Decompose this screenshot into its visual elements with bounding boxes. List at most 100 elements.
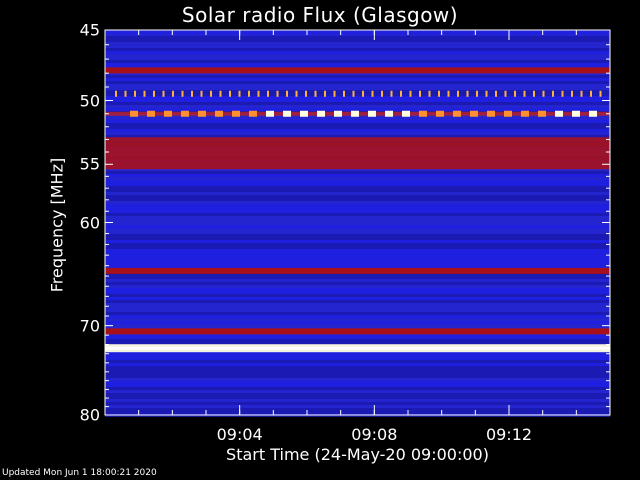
noise-stripe bbox=[105, 291, 610, 294]
y-tick-label: 60 bbox=[79, 213, 100, 232]
noise-stripe bbox=[105, 321, 610, 324]
band-line bbox=[105, 67, 610, 74]
noise-stripe bbox=[105, 318, 610, 321]
noise-stripe bbox=[105, 234, 610, 237]
burst-dot bbox=[599, 90, 602, 97]
burst-dash bbox=[351, 110, 359, 117]
burst-dot bbox=[542, 90, 545, 97]
burst-dot bbox=[419, 90, 421, 97]
burst-dot bbox=[267, 90, 269, 97]
noise-stripe bbox=[105, 300, 610, 303]
burst-dot bbox=[153, 90, 155, 97]
y-tick-label: 70 bbox=[79, 316, 100, 336]
burst-dot bbox=[400, 90, 402, 97]
burst-dot bbox=[257, 90, 260, 97]
burst-dot bbox=[381, 90, 383, 97]
noise-stripe bbox=[105, 255, 610, 258]
noise-stripe bbox=[105, 375, 610, 378]
noise-stripe bbox=[105, 408, 610, 411]
burst-dash bbox=[436, 110, 444, 117]
noise-stripe bbox=[105, 210, 610, 213]
band-line bbox=[105, 328, 610, 335]
noise-stripe bbox=[105, 33, 610, 36]
noise-stripe bbox=[105, 336, 610, 339]
noise-stripe bbox=[105, 363, 610, 366]
noise-stripe bbox=[105, 366, 610, 369]
burst-dash bbox=[249, 110, 257, 117]
band-line bbox=[105, 31, 610, 35]
burst-dot bbox=[390, 90, 393, 97]
burst-dot bbox=[305, 90, 307, 97]
burst-dash bbox=[521, 110, 529, 117]
noise-stripe bbox=[105, 252, 610, 255]
burst-dot bbox=[447, 90, 450, 97]
noise-stripe bbox=[105, 78, 610, 81]
burst-dot bbox=[561, 90, 564, 97]
noise-stripe bbox=[105, 201, 610, 204]
burst-dash bbox=[266, 110, 274, 117]
burst-dot bbox=[343, 90, 345, 97]
burst-dash bbox=[215, 110, 223, 117]
noise-stripe bbox=[105, 135, 610, 138]
noise-stripe bbox=[105, 306, 610, 309]
noise-stripe bbox=[105, 48, 610, 51]
noise-stripe bbox=[105, 60, 610, 63]
burst-dot bbox=[276, 90, 279, 97]
noise-stripe bbox=[105, 294, 610, 297]
burst-dash bbox=[419, 110, 427, 117]
burst-dot bbox=[362, 90, 364, 97]
burst-dot bbox=[210, 90, 212, 97]
noise-stripe bbox=[105, 372, 610, 375]
noise-stripe bbox=[105, 81, 610, 84]
noise-stripe bbox=[105, 51, 610, 54]
burst-dot bbox=[219, 90, 222, 97]
burst-dot bbox=[333, 90, 336, 97]
burst-dot bbox=[238, 90, 241, 97]
burst-dot bbox=[115, 90, 117, 97]
noise-stripe bbox=[105, 195, 610, 198]
x-tick-label: 09:04 bbox=[216, 425, 263, 444]
noise-stripe bbox=[105, 378, 610, 381]
noise-stripe bbox=[105, 108, 610, 111]
noise-stripe bbox=[105, 396, 610, 399]
noise-stripe bbox=[105, 405, 610, 408]
y-tick-label: 55 bbox=[79, 154, 100, 174]
burst-dash bbox=[198, 110, 206, 117]
burst-dot bbox=[523, 90, 526, 97]
noise-stripe bbox=[105, 312, 610, 315]
noise-stripe bbox=[105, 63, 610, 66]
noise-stripe bbox=[105, 174, 610, 177]
noise-stripe bbox=[105, 132, 610, 135]
band-line bbox=[105, 380, 610, 384]
noise-stripe bbox=[105, 192, 610, 195]
noise-stripe bbox=[105, 264, 610, 267]
burst-dash bbox=[538, 110, 546, 117]
noise-stripe bbox=[105, 369, 610, 372]
noise-stripe bbox=[105, 180, 610, 183]
noise-stripe bbox=[105, 54, 610, 57]
noise-stripe bbox=[105, 207, 610, 210]
burst-dot bbox=[504, 90, 507, 97]
burst-dot bbox=[533, 90, 535, 97]
burst-dash bbox=[453, 110, 461, 117]
burst-dot bbox=[162, 90, 165, 97]
burst-dash bbox=[572, 110, 580, 117]
x-tick-label: 09:12 bbox=[485, 425, 533, 444]
noise-stripe bbox=[105, 120, 610, 123]
burst-dot bbox=[352, 90, 355, 97]
noise-stripe bbox=[105, 72, 610, 75]
burst-dash bbox=[470, 110, 478, 117]
noise-stripe bbox=[105, 360, 610, 363]
noise-stripe bbox=[105, 171, 610, 174]
burst-dash bbox=[283, 110, 291, 117]
noise-stripe bbox=[105, 123, 610, 126]
burst-dash bbox=[385, 110, 393, 117]
noise-stripe bbox=[105, 168, 610, 171]
chart-title: Solar radio Flux (Glasgow) bbox=[181, 3, 459, 27]
burst-dot bbox=[495, 90, 497, 97]
noise-stripe bbox=[105, 84, 610, 87]
burst-dot bbox=[409, 90, 412, 97]
burst-dash bbox=[300, 110, 308, 117]
noise-stripe bbox=[105, 303, 610, 306]
noise-stripe bbox=[105, 177, 610, 180]
